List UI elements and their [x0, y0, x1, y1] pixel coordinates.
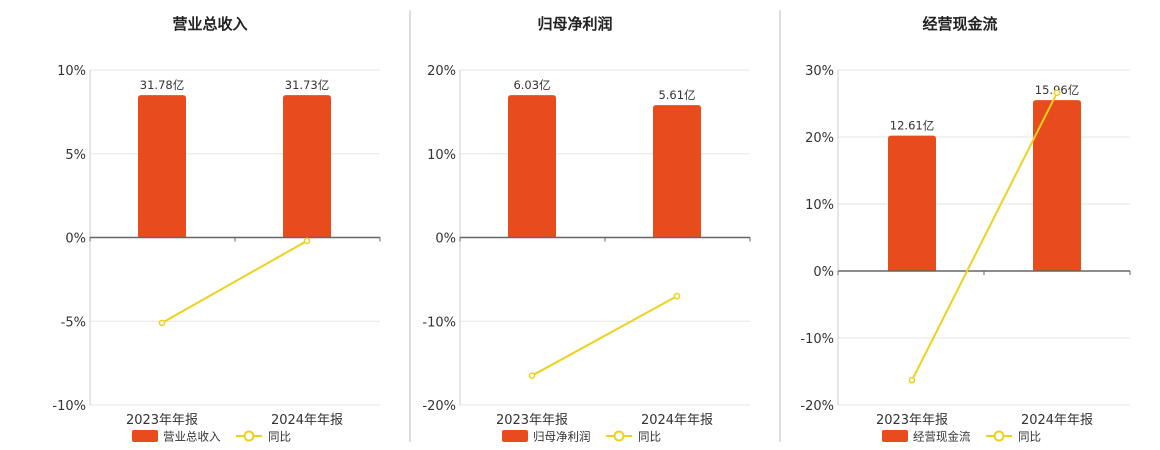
x-category-label: 2023年年报	[126, 413, 198, 428]
yoy-line	[911, 92, 1058, 381]
legend-bar-swatch	[502, 430, 528, 442]
y-tick-label: 20%	[427, 64, 456, 79]
legend-bar-label: 经营现金流	[913, 430, 971, 444]
chart-title: 归母净利润	[537, 15, 612, 33]
chart-title: 经营现金流	[922, 15, 997, 33]
x-category-label: 2023年年报	[496, 413, 568, 428]
yoy-point-2	[673, 292, 681, 300]
y-tick-label: -10%	[422, 315, 456, 330]
y-tick-label: 10%	[57, 64, 86, 79]
legend-line-label: 同比	[268, 430, 291, 444]
x-category-label: 2024年年报	[1021, 413, 1093, 428]
legend: 归母净利润 同比	[502, 430, 661, 444]
x-category-label: 2024年年报	[641, 413, 713, 428]
y-tick-label: 0%	[813, 265, 834, 280]
legend: 经营现金流 同比	[882, 430, 1041, 444]
bar-1	[888, 135, 936, 271]
y-tick-label: 20%	[805, 131, 834, 146]
yoy-point-2	[303, 237, 311, 245]
legend-line-label: 同比	[638, 430, 661, 444]
legend-bar-swatch	[132, 430, 158, 442]
y-tick-label: -10%	[52, 399, 86, 414]
y-tick-label: -5%	[61, 315, 86, 330]
y-tick-label: -10%	[800, 332, 834, 347]
bar-2	[1033, 100, 1081, 272]
bar-value-label: 31.78亿	[140, 78, 184, 92]
bar-1	[138, 95, 186, 238]
legend-bar-label: 归母净利润	[533, 430, 591, 444]
bar-1	[508, 95, 556, 238]
bar-2	[283, 95, 331, 238]
y-tick-label: 5%	[65, 148, 86, 163]
y-tick-label: -20%	[422, 399, 456, 414]
bar-value-label: 12.61亿	[890, 119, 934, 133]
bar-value-label: 6.03亿	[513, 78, 550, 92]
yoy-point-1	[908, 376, 916, 384]
legend-bar-label: 营业总收入	[163, 430, 221, 444]
y-tick-label: 0%	[65, 232, 86, 247]
y-tick-label: -20%	[800, 399, 834, 414]
y-tick-label: 30%	[805, 64, 834, 79]
yoy-line	[161, 239, 308, 324]
bar-value-label: 31.73亿	[285, 78, 329, 92]
legend-line-marker	[993, 430, 1005, 442]
legend: 营业总收入 同比	[132, 430, 291, 444]
legend-line-marker	[243, 430, 255, 442]
chart-panel-2: 归母净利润 20% 10% 0% -10% -20% 6.03亿 5.61亿 2023年年报 20…	[422, 15, 751, 444]
y-tick-label: 10%	[805, 198, 834, 213]
yoy-line	[531, 295, 678, 377]
yoy-point-1	[528, 372, 536, 380]
x-category-label: 2024年年报	[271, 413, 343, 428]
yoy-point-1	[158, 319, 166, 327]
legend-bar-swatch	[882, 430, 908, 442]
yoy-point-2	[1053, 89, 1061, 97]
bar-2	[653, 105, 701, 238]
y-tick-label: 10%	[427, 148, 456, 163]
chart-panel-1: 营业总收入 10% 5% 0% -5% -10% 31.78亿 31.73亿 2023年年报 20…	[52, 15, 381, 444]
x-category-label: 2023年年报	[876, 413, 948, 428]
chart-panel-3: 经营现金流30%20%10%0%-10%-20%12.61亿15.96亿2023…	[800, 15, 1131, 444]
legend-line-marker	[613, 430, 625, 442]
legend-line-label: 同比	[1018, 430, 1041, 444]
bar-value-label: 5.61亿	[658, 88, 695, 102]
y-tick-label: 0%	[435, 232, 456, 247]
chart-title: 营业总收入	[172, 15, 247, 33]
